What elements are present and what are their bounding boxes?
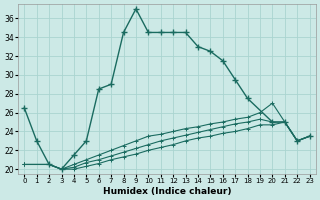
X-axis label: Humidex (Indice chaleur): Humidex (Indice chaleur) [103, 187, 231, 196]
